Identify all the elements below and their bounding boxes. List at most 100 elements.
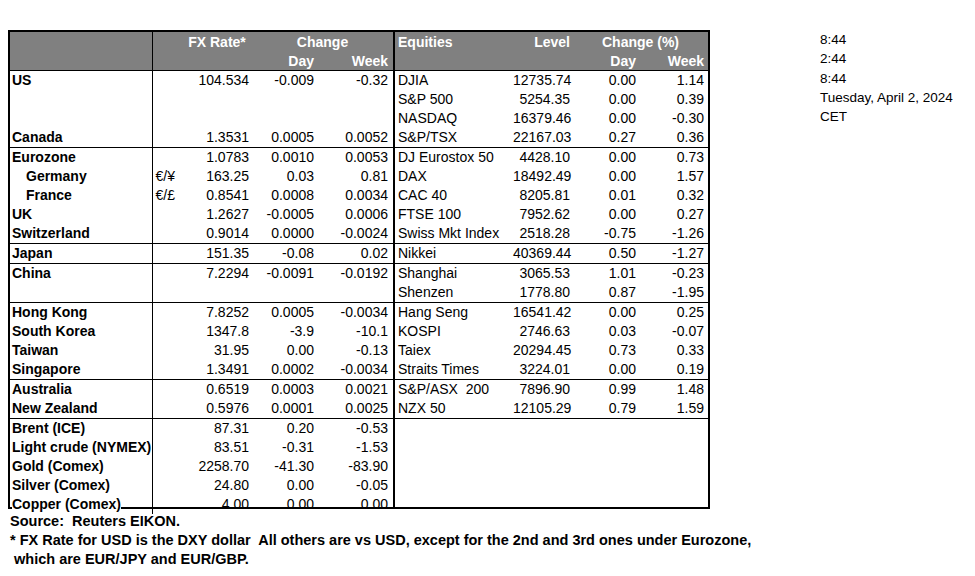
fx-row-label: Copper (Comex) bbox=[10, 495, 152, 514]
equity-row-day-change: 0.00 bbox=[573, 302, 639, 322]
fx-row: Germany€/¥163.250.030.81 bbox=[10, 167, 393, 186]
equity-row-week-change: 0.19 bbox=[639, 360, 708, 380]
fx-row: Australia0.65190.00030.0021 bbox=[10, 379, 393, 399]
fx-row-label-text: Germany bbox=[26, 168, 87, 185]
equity-row-day-change: 0.79 bbox=[573, 399, 639, 419]
fx-row-label-text: Gold (Comex) bbox=[12, 458, 104, 475]
fx-row-pair bbox=[152, 109, 182, 128]
fx-row-rate bbox=[182, 90, 252, 109]
fx-row-label-text: Canada bbox=[12, 129, 63, 146]
fx-row-pair bbox=[152, 457, 182, 476]
fx-row-rate: 31.95 bbox=[182, 341, 252, 360]
fx-row: Gold (Comex)2258.70-41.30-83.90 bbox=[10, 457, 393, 476]
equities-table: Equities Level Change (%) Day Week DJIA1… bbox=[395, 32, 708, 419]
equity-row-level: 2518.28 bbox=[513, 224, 573, 244]
fx-row-week-change: -0.13 bbox=[317, 341, 393, 360]
fx-row-label-text: France bbox=[26, 187, 72, 204]
fx-row-week-change: 0.0034 bbox=[317, 186, 393, 205]
fx-row-pair bbox=[152, 263, 182, 283]
equity-row-level: 1778.80 bbox=[513, 283, 573, 303]
equity-row-week-change: -0.30 bbox=[639, 109, 708, 128]
fx-row-label: Singapore bbox=[10, 360, 152, 380]
fx-row-label-text: Switzerland bbox=[12, 225, 90, 242]
timezone-label: CET bbox=[820, 107, 953, 126]
fx-row-rate: 7.8252 bbox=[182, 302, 252, 322]
equity-row-name: S&P 500 bbox=[395, 90, 513, 109]
equity-row-name: KOSPI bbox=[395, 322, 513, 341]
fx-row: UK1.2627-0.00050.0006 bbox=[10, 205, 393, 224]
fx-row-label-text: China bbox=[12, 265, 51, 282]
fx-row-week-change: -0.05 bbox=[317, 476, 393, 495]
fx-row-label: China bbox=[10, 263, 152, 283]
equities-header-day: Day bbox=[573, 52, 639, 70]
fx-row-rate bbox=[182, 109, 252, 128]
fx-table-body: US104.534-0.009-0.32Canada1.35310.00050.… bbox=[10, 70, 393, 514]
fx-row-pair bbox=[152, 128, 182, 148]
equity-row: Nikkei40369.440.50-1.27 bbox=[395, 243, 708, 263]
fx-row-rate: 163.25 bbox=[182, 167, 252, 186]
fx-row-rate: 83.51 bbox=[182, 438, 252, 457]
fx-row-week-change: -1.53 bbox=[317, 438, 393, 457]
fx-row: South Korea1347.8-3.9-10.1 bbox=[10, 322, 393, 341]
fx-row-label: US bbox=[10, 70, 152, 90]
fx-row-week-change: 0.02 bbox=[317, 243, 393, 263]
equity-row-day-change: 0.00 bbox=[573, 90, 639, 109]
fx-row bbox=[10, 283, 393, 303]
fx-equities-table: FX Rate* Change Day Week US104.534-0.009… bbox=[8, 30, 710, 509]
fx-row-rate: 1.0783 bbox=[182, 147, 252, 167]
fx-row: New Zealand0.59760.00010.0025 bbox=[10, 399, 393, 419]
fx-row-rate: 104.534 bbox=[182, 70, 252, 90]
equity-row-week-change: 1.14 bbox=[639, 70, 708, 90]
fx-row-pair bbox=[152, 360, 182, 380]
fx-row bbox=[10, 109, 393, 128]
fx-row-label: Australia bbox=[10, 379, 152, 399]
fx-row-label: Switzerland bbox=[10, 224, 152, 244]
fx-row-week-change: 0.0053 bbox=[317, 147, 393, 167]
fx-row-rate: 0.6519 bbox=[182, 379, 252, 399]
equity-row-name: Taiex bbox=[395, 341, 513, 360]
equity-row-level: 12735.74 bbox=[513, 70, 573, 90]
time-value-3: 8:44 bbox=[820, 69, 953, 88]
report-sheet: FX Rate* Change Day Week US104.534-0.009… bbox=[0, 0, 975, 576]
equity-row-name: Hang Seng bbox=[395, 302, 513, 322]
equity-row: FTSE 1007952.620.000.27 bbox=[395, 205, 708, 224]
equity-row-week-change: -1.27 bbox=[639, 243, 708, 263]
time-value-2: 2:44 bbox=[820, 49, 953, 68]
fx-row-label-text: Brent (ICE) bbox=[12, 420, 85, 437]
equity-row-day-change: 0.27 bbox=[573, 128, 639, 148]
fx-row-label: Germany bbox=[10, 167, 152, 186]
fx-row-label bbox=[10, 109, 152, 128]
equity-row: DAX18492.490.001.57 bbox=[395, 167, 708, 186]
equity-row-level: 22167.03 bbox=[513, 128, 573, 148]
equity-row: Straits Times3224.010.000.19 bbox=[395, 360, 708, 380]
equity-row-week-change: 0.25 bbox=[639, 302, 708, 322]
fx-header-blank bbox=[182, 52, 252, 70]
fx-row-label: Light crude (NYMEX) bbox=[10, 438, 152, 457]
fx-row-label: Taiwan bbox=[10, 341, 152, 360]
equities-header-blank bbox=[395, 52, 513, 70]
fx-row-day-change: -0.0005 bbox=[252, 205, 317, 224]
fx-row: Taiwan31.950.00-0.13 bbox=[10, 341, 393, 360]
fx-row: Singapore1.34910.0002-0.0034 bbox=[10, 360, 393, 380]
equity-row-week-change: -0.07 bbox=[639, 322, 708, 341]
fx-row-week-change: -0.32 bbox=[317, 70, 393, 90]
fx-row-label: Canada bbox=[10, 128, 152, 148]
footer-notes: Source: Reuters EIKON. * FX Rate for USD… bbox=[10, 512, 751, 568]
fx-row-day-change: 0.00 bbox=[252, 476, 317, 495]
fx-row-rate: 7.2294 bbox=[182, 263, 252, 283]
fx-row-label-text: Hong Kong bbox=[12, 304, 87, 321]
fx-row-day-change: -0.08 bbox=[252, 243, 317, 263]
equity-row-day-change: 0.73 bbox=[573, 341, 639, 360]
equity-row-level: 16541.42 bbox=[513, 302, 573, 322]
equity-row: NZX 5012105.290.791.59 bbox=[395, 399, 708, 419]
fx-row-week-change bbox=[317, 283, 393, 303]
equity-row-name: DJ Eurostox 50 bbox=[395, 147, 513, 167]
fx-header-blank bbox=[10, 32, 152, 52]
equity-row-day-change: 0.50 bbox=[573, 243, 639, 263]
equity-row-name: Nikkei bbox=[395, 243, 513, 263]
fx-row-label-text: Eurozone bbox=[12, 149, 76, 166]
fx-header-blank bbox=[152, 32, 182, 52]
fx-row-label-text: Australia bbox=[12, 381, 72, 398]
fx-row: France€/£0.85410.00080.0034 bbox=[10, 186, 393, 205]
fx-row-label-text: US bbox=[12, 72, 31, 89]
